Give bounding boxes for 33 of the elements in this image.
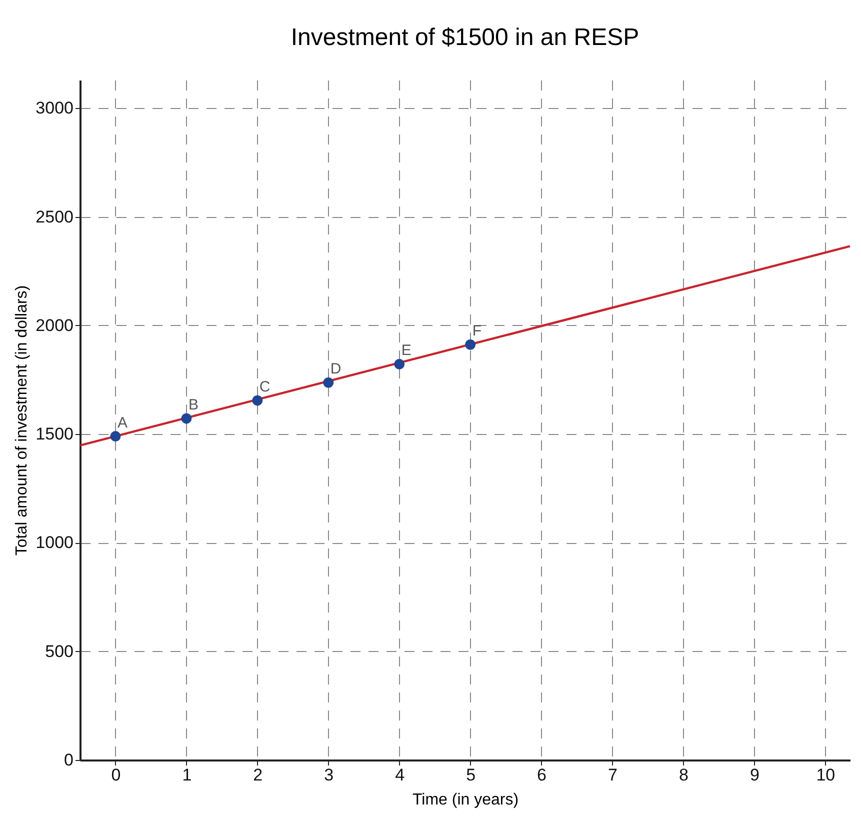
annotation: D xyxy=(330,360,342,378)
x-tick-label: 10 xyxy=(816,766,836,784)
x-tick-label: 1 xyxy=(182,766,192,784)
annotation: E xyxy=(401,342,412,360)
x-tick-label: 3 xyxy=(324,766,334,784)
x-tick-label: 6 xyxy=(537,766,547,784)
y-tick-label: 2500 xyxy=(36,207,74,226)
y-tick-label: 3000 xyxy=(36,98,74,118)
x-tick-label: 5 xyxy=(466,766,476,784)
x-tick-label: 8 xyxy=(678,766,688,784)
annotation: F xyxy=(472,322,482,340)
point xyxy=(181,413,192,424)
y-tick-label: 1000 xyxy=(36,533,74,552)
annotation: C xyxy=(259,378,270,396)
x-tick-label: 7 xyxy=(608,766,618,784)
y-axis-title: Total amount of investment (in dollars) xyxy=(14,285,31,556)
y-tick-label: 0 xyxy=(64,750,74,770)
x-axis-title: Time (in years) xyxy=(412,792,519,808)
x-tick-label: 0 xyxy=(111,766,121,784)
point xyxy=(110,431,121,442)
x-tick-label: 9 xyxy=(750,766,760,784)
x-tick-label: 4 xyxy=(395,766,405,784)
chart-title: Investment of $1500 in an RESP xyxy=(290,24,640,51)
point xyxy=(252,395,263,406)
annotation: B xyxy=(188,396,198,414)
y-tick-label: 1500 xyxy=(36,424,74,444)
point xyxy=(465,339,476,350)
point xyxy=(323,377,334,388)
annotation: A xyxy=(117,414,128,432)
point xyxy=(394,358,405,370)
x-tick-label: 2 xyxy=(253,766,263,784)
y-tick-label: 500 xyxy=(45,642,74,661)
y-tick-label: 2000 xyxy=(36,316,74,335)
